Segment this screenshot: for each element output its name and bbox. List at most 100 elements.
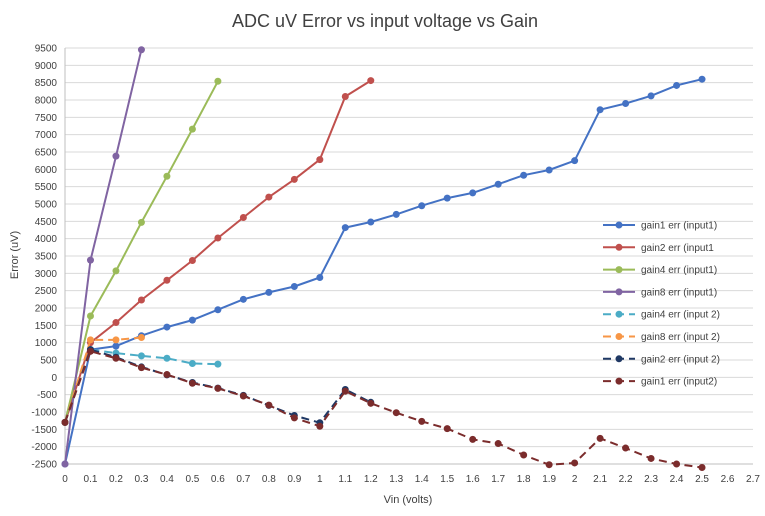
x-tick-label: 1.5 <box>440 474 454 485</box>
data-point <box>545 461 553 469</box>
series-line <box>64 49 143 465</box>
x-tick-label: 2 <box>572 474 578 485</box>
x-tick-label: 1.4 <box>415 474 429 485</box>
data-point <box>520 171 528 179</box>
x-tick-label: 1.9 <box>542 474 556 485</box>
data-point <box>214 77 222 85</box>
y-tick-label: -2500 <box>31 460 57 471</box>
data-point <box>239 392 247 400</box>
legend-entry: gain4 err (input 2) <box>641 310 720 321</box>
data-point <box>137 364 145 372</box>
y-tick-label: 0 <box>51 373 57 384</box>
data-point <box>61 460 69 468</box>
data-point <box>316 422 324 430</box>
data-point <box>112 267 120 275</box>
data-point <box>673 460 681 468</box>
x-tick-label: 0.6 <box>211 474 225 485</box>
y-tick-label: 7000 <box>35 130 58 141</box>
data-point <box>188 257 196 265</box>
data-point <box>469 435 477 443</box>
legend-entry: gain8 err (input 2) <box>641 332 720 343</box>
x-tick-label: 0.2 <box>109 474 123 485</box>
y-tick-label: -500 <box>37 390 57 401</box>
y-tick-label: 8000 <box>35 96 58 107</box>
data-point <box>137 46 145 54</box>
data-point <box>214 384 222 392</box>
y-axis-label: Error (uV) <box>9 231 21 279</box>
legend-entry: gain1 err (input2) <box>641 377 717 388</box>
y-tick-label: 2500 <box>35 286 58 297</box>
axes <box>64 48 753 465</box>
y-tick-label: 6000 <box>35 165 58 176</box>
data-point <box>188 316 196 324</box>
x-tick-label: 0.7 <box>236 474 250 485</box>
data-point <box>188 359 196 367</box>
y-tick-labels: -2500 -2000 -1500 -1000 -500 0 500 1000 1500 2000… <box>31 44 57 471</box>
data-point <box>698 75 706 83</box>
data-point <box>647 92 655 100</box>
chart-title: ADC uV Error vs input voltage vs Gain <box>232 11 538 31</box>
series-2 <box>61 77 375 426</box>
legend-marker <box>615 288 623 296</box>
data-point <box>112 354 120 362</box>
series-line <box>64 350 703 469</box>
data-point <box>418 202 426 210</box>
legend-marker <box>615 377 623 385</box>
data-point <box>341 93 349 101</box>
data-point <box>163 371 171 379</box>
data-point <box>137 296 145 304</box>
data-point <box>112 342 120 350</box>
x-tick-label: 0.4 <box>160 474 174 485</box>
x-tick-label: 2.3 <box>644 474 658 485</box>
data-point <box>188 379 196 387</box>
series-line <box>64 336 142 423</box>
data-point <box>392 409 400 417</box>
y-tick-label: 3000 <box>35 269 58 280</box>
x-tick-label: 2.6 <box>721 474 735 485</box>
data-point <box>341 224 349 232</box>
legend: gain1 err (input1) gain2 err (input1 gain4… <box>603 221 720 388</box>
series-line <box>64 80 219 423</box>
data-point <box>622 99 630 107</box>
x-tick-labels: 0 0.1 0.2 0.3 0.4 0.5 0.6 0.7 0.8 0.9 1 1.1 1.2 1.3 1.… <box>62 474 760 485</box>
x-tick-label: 2.1 <box>593 474 607 485</box>
x-tick-label: 0.9 <box>287 474 301 485</box>
data-point <box>647 454 655 462</box>
data-point <box>163 354 171 362</box>
data-point <box>494 180 502 188</box>
data-point <box>86 312 94 320</box>
data-point <box>596 434 604 442</box>
data-point <box>596 106 604 114</box>
data-point <box>494 440 502 448</box>
x-tick-label: 1.6 <box>466 474 480 485</box>
data-point <box>545 166 553 174</box>
y-tick-label: 3500 <box>35 252 58 263</box>
x-tick-label: 1 <box>317 474 323 485</box>
data-point <box>316 273 324 281</box>
y-tick-label: 2000 <box>35 304 58 315</box>
legend-entry: gain8 err (input1) <box>641 287 717 298</box>
x-tick-label: 0.8 <box>262 474 276 485</box>
data-point <box>443 425 451 433</box>
data-point <box>571 459 579 467</box>
data-point <box>392 210 400 218</box>
data-point <box>112 336 120 344</box>
legend-marker <box>615 310 623 318</box>
data-point <box>188 125 196 133</box>
data-point <box>418 417 426 425</box>
y-tick-label: 4000 <box>35 234 58 245</box>
data-point <box>163 276 171 284</box>
series-4 <box>61 46 145 468</box>
data-point <box>290 283 298 291</box>
data-point <box>112 152 120 160</box>
data-point <box>163 323 171 331</box>
legend-marker <box>615 221 623 229</box>
data-point <box>571 157 579 165</box>
series-group <box>61 46 706 471</box>
data-point <box>443 194 451 202</box>
data-point <box>265 401 273 409</box>
x-tick-label: 2.5 <box>695 474 709 485</box>
x-axis-label: Vin (volts) <box>384 494 433 506</box>
y-tick-label: 4500 <box>35 217 58 228</box>
